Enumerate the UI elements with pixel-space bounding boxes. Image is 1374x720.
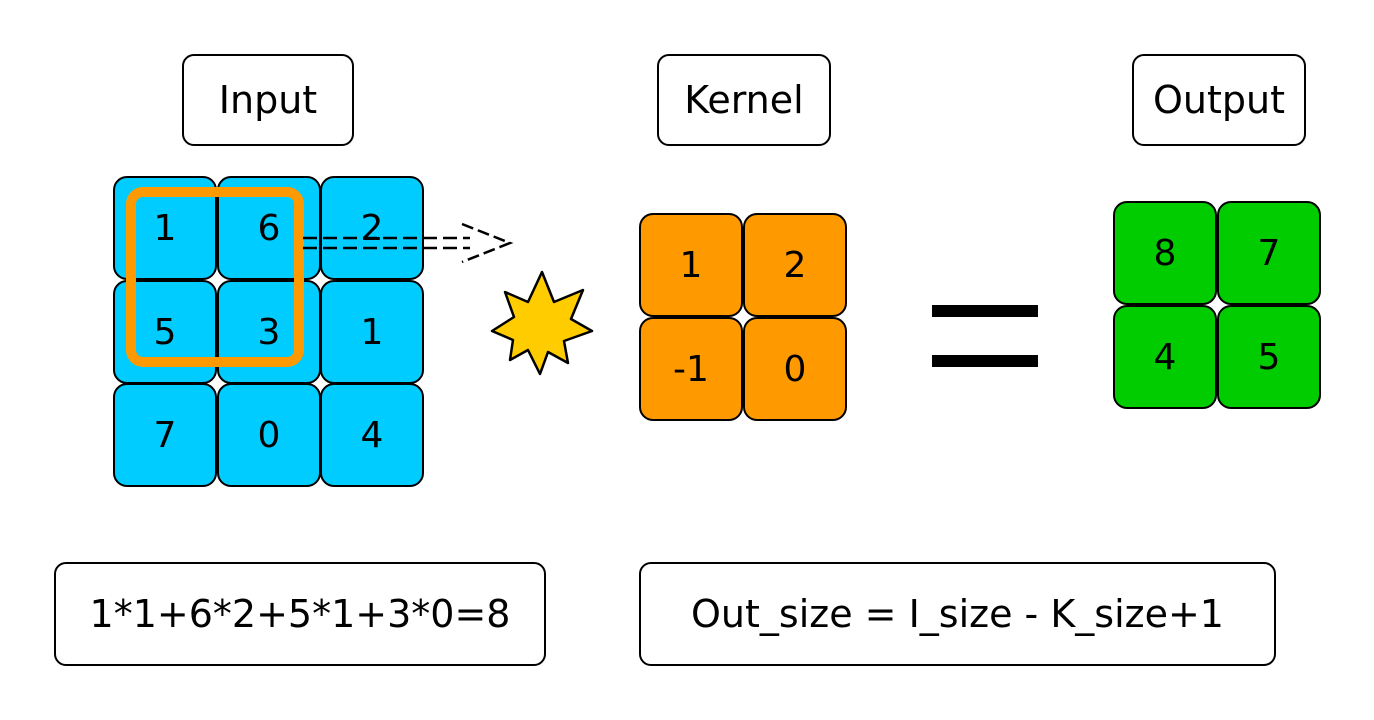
output-label: Output: [1132, 54, 1306, 146]
input-cell: 0: [217, 383, 321, 487]
input-cell: 1: [113, 176, 217, 280]
calculation-formula: 1*1+6*2+5*1+3*0=8: [54, 562, 546, 666]
input-cell: 5: [113, 280, 217, 384]
convolution-star-icon: [490, 270, 594, 376]
kernel-cell: 1: [639, 213, 743, 317]
output-cell: 4: [1113, 305, 1217, 409]
input-cell: 2: [320, 176, 424, 280]
input-cell: 3: [217, 280, 321, 384]
output-cell: 7: [1217, 201, 1321, 305]
output-cell: 5: [1217, 305, 1321, 409]
kernel-cell: -1: [639, 317, 743, 421]
input-label: Input: [182, 54, 354, 146]
equals-sign-icon: [932, 305, 1038, 367]
kernel-cell: 0: [743, 317, 847, 421]
kernel-label: Kernel: [657, 54, 831, 146]
output-cell: 8: [1113, 201, 1217, 305]
input-cell: 1: [320, 280, 424, 384]
input-cell: 6: [217, 176, 321, 280]
input-cell: 4: [320, 383, 424, 487]
kernel-cell: 2: [743, 213, 847, 317]
input-cell: 7: [113, 383, 217, 487]
output-size-formula: Out_size = I_size - K_size+1: [639, 562, 1276, 666]
